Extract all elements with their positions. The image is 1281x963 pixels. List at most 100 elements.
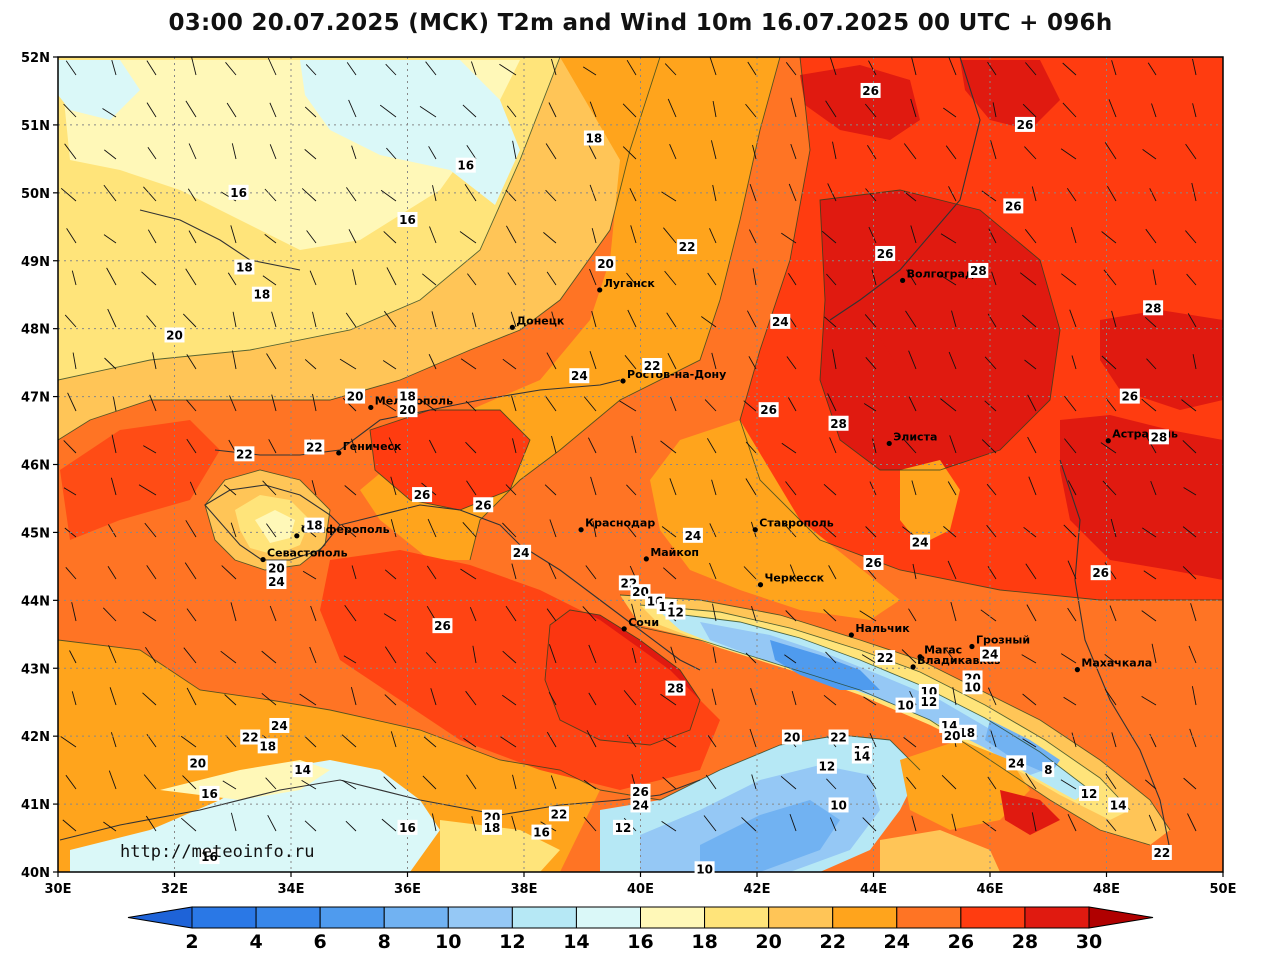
wind-barb <box>981 190 997 202</box>
contour-label: 28 <box>1145 301 1162 315</box>
wind-barb <box>383 231 397 244</box>
wind-barb <box>431 813 437 832</box>
wind-barb <box>592 521 597 538</box>
wind-barb <box>109 687 117 706</box>
contour-label: 26 <box>475 498 492 512</box>
wind-barb <box>832 349 837 370</box>
wind-barb <box>788 183 797 202</box>
contour-label-bg <box>455 157 476 173</box>
wind-barb <box>63 440 77 454</box>
wind-barb <box>429 226 437 244</box>
wind-barb <box>1107 185 1117 202</box>
wind-barb <box>304 149 317 160</box>
wind-barb <box>867 144 877 160</box>
wind-barb <box>666 312 677 328</box>
wind-barb <box>462 521 477 538</box>
wind-barb <box>1188 645 1197 664</box>
contour-label: 22 <box>830 731 847 745</box>
contour-label-bg <box>665 680 686 696</box>
wind-barb <box>741 817 757 832</box>
wind-barb <box>750 688 757 706</box>
colorbar-tick-label: 18 <box>691 931 717 953</box>
wind-barb <box>670 396 677 412</box>
contour-label: 16 <box>399 821 416 835</box>
wind-barb <box>230 225 237 244</box>
wind-barb <box>550 58 557 76</box>
city-dot <box>578 527 584 533</box>
wind-barb <box>1100 442 1117 454</box>
wind-barb <box>147 229 157 244</box>
wind-barb <box>465 690 477 706</box>
wind-barb <box>512 438 517 454</box>
wind-barb <box>670 646 677 664</box>
lon-label: 34E <box>278 882 305 897</box>
wind-barb <box>984 356 997 370</box>
wind-barb <box>829 817 837 832</box>
colorbar-tick-label: 30 <box>1076 931 1102 953</box>
wind-barb <box>661 526 677 538</box>
lat-label: 43N <box>21 662 50 677</box>
wind-barb <box>1150 480 1157 496</box>
wind-barb <box>1192 58 1197 76</box>
wind-barb <box>583 779 597 790</box>
wind-barb <box>704 399 717 412</box>
contour-label: 28 <box>667 682 684 696</box>
wind-barb <box>1105 398 1117 412</box>
wind-barb <box>821 524 837 538</box>
wind-barb <box>711 352 717 370</box>
wind-barb <box>261 650 277 664</box>
wind-barb <box>664 63 677 76</box>
wind-barb <box>943 107 957 118</box>
wind-barb <box>949 435 957 454</box>
contour-label-bg <box>630 797 651 813</box>
lat-label: 47N <box>21 391 50 406</box>
wind-barb <box>1022 314 1037 328</box>
wind-barb <box>425 61 437 76</box>
contour-label: 12 <box>1081 787 1098 801</box>
wind-barb <box>752 144 757 160</box>
contour-label: 18 <box>399 390 416 404</box>
contour-label: 24 <box>632 798 649 812</box>
wind-barb <box>745 441 757 454</box>
wind-barb <box>301 780 317 790</box>
wind-barb <box>220 650 237 664</box>
wind-barb <box>181 817 197 832</box>
wind-barb <box>545 143 557 160</box>
wind-barb <box>66 228 77 244</box>
contour-label: 24 <box>982 648 999 662</box>
wind-barb <box>1141 398 1157 412</box>
wind-barb <box>268 439 277 454</box>
wind-barb <box>866 775 877 790</box>
wind-barb <box>583 396 597 412</box>
colorbar-tick-label: 24 <box>884 931 910 953</box>
wind-barb <box>631 647 637 664</box>
wind-barb <box>71 270 77 286</box>
wind-barb <box>586 730 597 748</box>
wind-barb <box>950 601 957 622</box>
colorbar-tick-label: 26 <box>948 931 974 953</box>
contour-label: 22 <box>877 651 894 665</box>
city-dot <box>336 450 342 456</box>
wind-barb <box>1025 563 1037 580</box>
contour-label: 24 <box>1008 756 1025 770</box>
wind-barb <box>1151 103 1157 118</box>
wind-barb <box>832 141 837 160</box>
colorbar-tick-label: 12 <box>499 931 525 953</box>
wind-barb <box>143 445 157 454</box>
contour-label-bg <box>164 327 185 343</box>
wind-barb <box>145 815 157 832</box>
wind-barb <box>104 149 117 160</box>
wind-barb <box>388 437 397 454</box>
wind-barb <box>951 310 957 328</box>
wind-barb <box>548 644 557 664</box>
contour-label-bg <box>397 819 418 835</box>
wind-barb <box>709 523 717 538</box>
wind-barb <box>749 183 757 202</box>
wind-barb <box>748 229 757 244</box>
wind-barb <box>351 438 357 454</box>
wind-barb <box>588 644 597 664</box>
wind-barb <box>662 776 677 790</box>
wind-barb <box>781 232 797 244</box>
wind-barb <box>625 524 637 538</box>
colorbar-over-arrow <box>1088 906 1154 929</box>
